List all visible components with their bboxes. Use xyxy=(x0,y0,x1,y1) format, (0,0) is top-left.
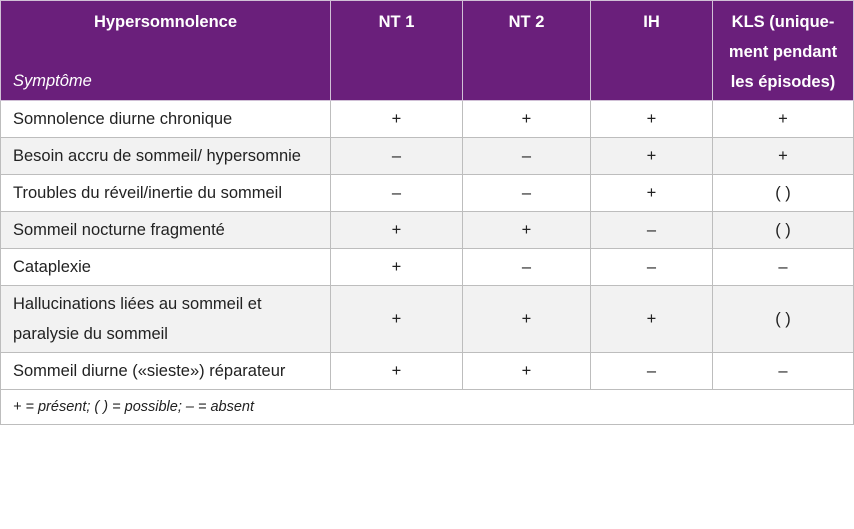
header-cell: IH xyxy=(590,0,713,101)
header-row: Hypersomnolence Symptôme NT 1 NT 2 IH KL… xyxy=(0,0,854,101)
value-cell: – xyxy=(590,211,713,249)
value-cell: + xyxy=(712,137,854,175)
table-row: Sommeil nocturne fragmenté + + –( ) xyxy=(0,211,854,249)
table-row: Sommeil diurne («sieste») répara­teur + + –… xyxy=(0,352,854,390)
value-cell: + xyxy=(462,100,591,138)
value-cell: + xyxy=(590,137,713,175)
value-cell: – xyxy=(712,352,854,390)
value-cell: + xyxy=(330,211,463,249)
table-row: Somnolence diurne chronique + + + + xyxy=(0,100,854,138)
value-cell: + xyxy=(462,211,591,249)
value-cell: + xyxy=(590,100,713,138)
symptom-cell: Hallucinations liées au sommeil et paral… xyxy=(0,285,331,353)
value-cell: + xyxy=(330,352,463,390)
value-cell: – xyxy=(712,248,854,286)
header-cell: NT 2 xyxy=(462,0,591,101)
header-cell: NT 1 xyxy=(330,0,463,101)
footnote-row: + = présent; ( ) = possible; – = absent xyxy=(0,389,854,425)
symptom-cell: Besoin accru de sommeil/ hypersomnie xyxy=(0,137,331,175)
symptom-cell: Cataplexie xyxy=(0,248,331,286)
table-footer: + = présent; ( ) = possible; – = absent xyxy=(0,389,854,425)
value-cell: ( ) xyxy=(712,285,854,353)
header-cell: Hypersomnolence Symptôme xyxy=(0,0,331,101)
value-cell: + xyxy=(590,174,713,212)
value-cell: + xyxy=(330,248,463,286)
symptom-cell: Somnolence diurne chronique xyxy=(0,100,331,138)
value-cell: + xyxy=(590,285,713,353)
value-cell: – xyxy=(590,248,713,286)
value-cell: – xyxy=(462,137,591,175)
value-cell: + xyxy=(330,100,463,138)
symptom-cell: Sommeil nocturne fragmenté xyxy=(0,211,331,249)
value-cell: + xyxy=(712,100,854,138)
table-row: Cataplexie + – – – xyxy=(0,248,854,286)
symptom-cell: Troubles du réveil/inertie du sommeil xyxy=(0,174,331,212)
value-cell: ( ) xyxy=(712,211,854,249)
value-cell: – xyxy=(590,352,713,390)
value-cell: + xyxy=(462,285,591,353)
table-row: Hallucinations liées au sommeil et paral… xyxy=(0,285,854,353)
value-cell: + xyxy=(462,352,591,390)
value-cell: – xyxy=(330,174,463,212)
table-row: Troubles du réveil/inertie du sommeil – – +… xyxy=(0,174,854,212)
header-cell: KLS (unique­ment pendant les épisodes) xyxy=(712,0,854,101)
table-body: Somnolence diurne chronique + + + + Besoin ac… xyxy=(0,100,854,390)
symptom-cell: Sommeil diurne («sieste») répara­teur xyxy=(0,352,331,390)
table-header: Hypersomnolence Symptôme NT 1 NT 2 IH KL… xyxy=(0,0,854,101)
value-cell: – xyxy=(330,137,463,175)
value-cell: – xyxy=(462,174,591,212)
value-cell: – xyxy=(462,248,591,286)
table-row: Besoin accru de sommeil/ hypersomnie – – + + xyxy=(0,137,854,175)
header-subtitle: Symptôme xyxy=(13,72,92,90)
symptom-table: Hypersomnolence Symptôme NT 1 NT 2 IH KL… xyxy=(0,0,854,425)
value-cell: ( ) xyxy=(712,174,854,212)
footnote: + = présent; ( ) = possible; – = absent xyxy=(0,389,854,425)
header-title: Hypersomnolence xyxy=(93,13,238,31)
value-cell: + xyxy=(330,285,463,353)
